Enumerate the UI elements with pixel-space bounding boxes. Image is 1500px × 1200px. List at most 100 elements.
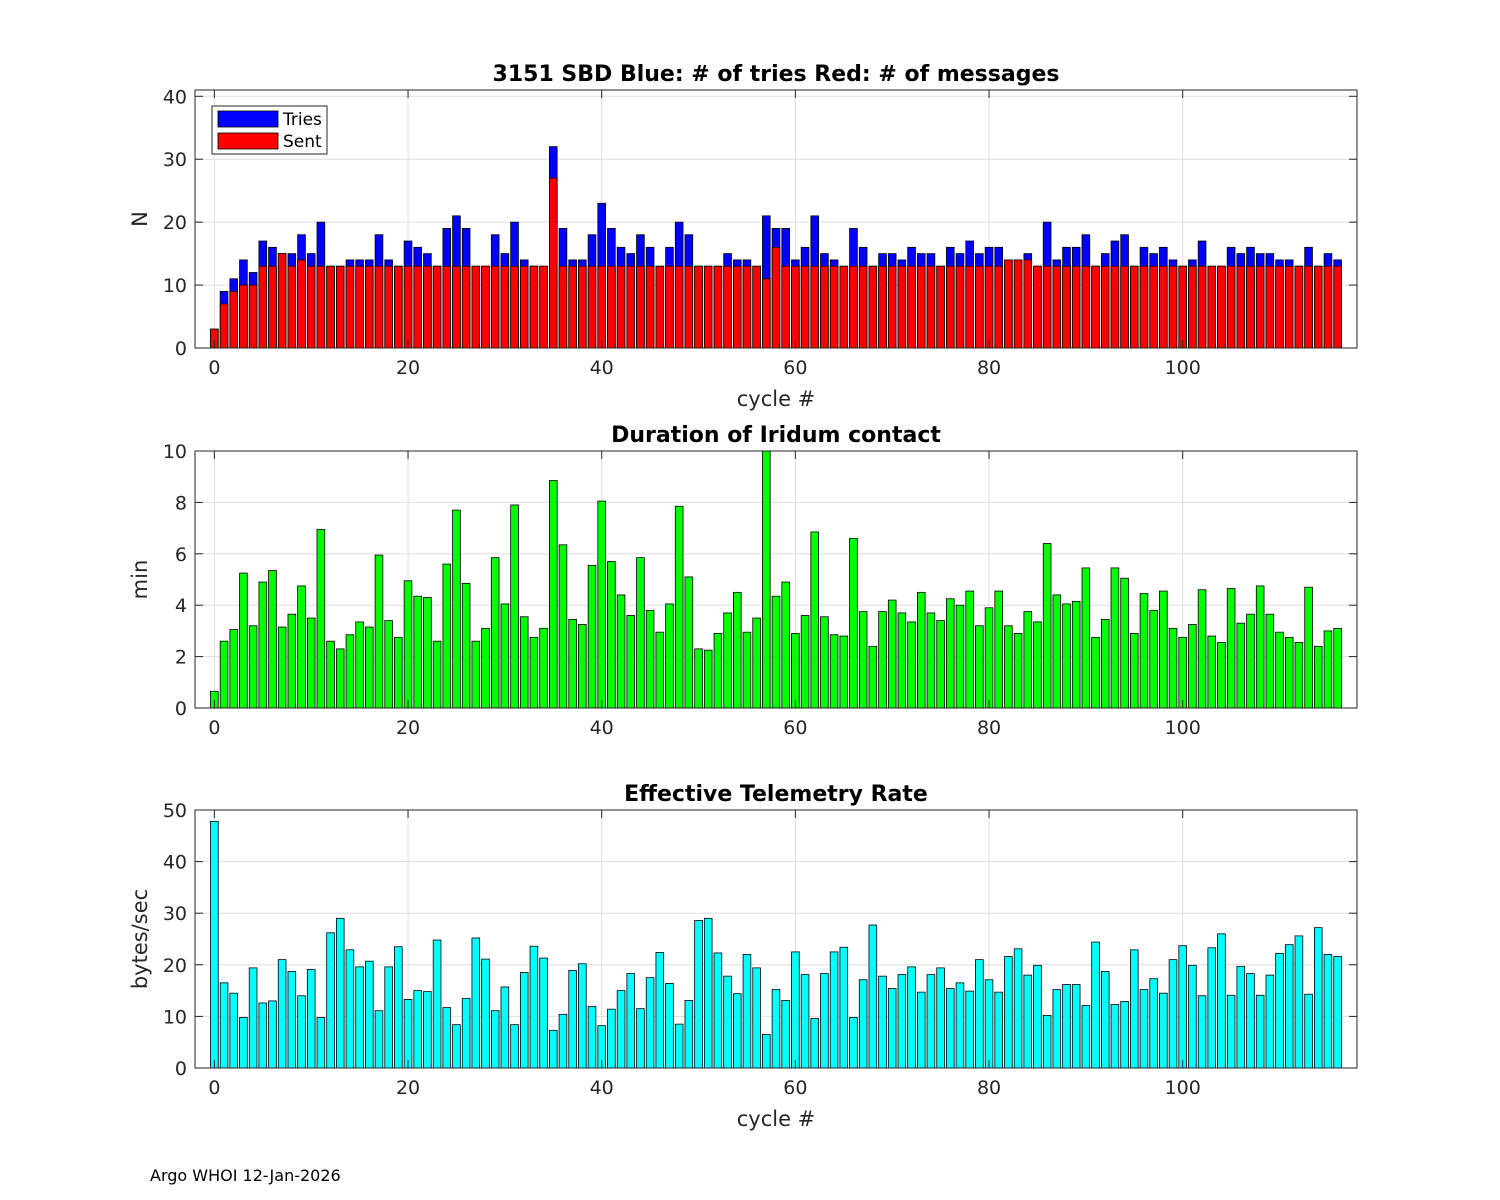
panel2-value-bar [345,634,355,709]
panel3-value-bar [1013,948,1023,1069]
panel2-value-bar [1284,636,1294,709]
panel2-y-tick-label: 10 [163,441,187,463]
panel3-value-bar [432,939,442,1069]
panel3-value-bar [1207,947,1217,1069]
panel3-value-bar [1004,956,1013,1069]
panel1-sent-bar [423,265,432,349]
panel1-sent-bar [297,259,306,349]
panel2-value-bar [558,544,568,709]
panel3-value-bar [1246,973,1255,1069]
panel2-value-bar [1033,621,1042,709]
panel1-sent-bar [1236,265,1246,349]
panel1-sent-bar [1188,265,1197,349]
panel3-value-bar [723,975,732,1069]
panel1-sent-bar [219,303,229,349]
panel1-sent-bar [268,265,277,349]
panel2-value-bar [1013,633,1023,709]
panel3-value-bar [578,963,587,1069]
panel2-title: Duration of Iridum contact [611,423,941,448]
panel2-y-tick-label: 6 [175,544,187,566]
panel1-sent-bar [926,265,936,349]
panel2-value-bar [1149,609,1158,709]
panel3-value-bar [975,959,984,1069]
panel3-value-bar [549,1029,558,1069]
panel1-sent-bar [984,265,994,349]
panel2-value-bar [587,564,597,709]
panel3-value-bar [694,920,703,1069]
panel2-x-tick-label: 20 [396,717,420,739]
panel3-value-bar [374,1010,384,1069]
panel2-value-bar [1246,613,1255,709]
panel3-value-bar [946,988,955,1069]
panel1-sent-bar [1226,265,1236,349]
panel3-value-bar [684,1000,694,1069]
panel2-value-bar [1323,630,1333,709]
panel1-sent-bar [287,265,297,349]
panel2-value-bar [742,631,752,709]
panel3-value-bar [1139,989,1149,1069]
panel2-value-bar [355,621,364,709]
panel1-sent-bar [403,265,413,349]
panel2-value-bar [568,618,577,709]
panel1-sent-bar [1255,265,1265,349]
panel2-value-bar [762,450,771,709]
panel3-value-bar [965,990,974,1069]
panel1-sent-bar [471,265,481,349]
panel1-sent-bar [384,265,393,349]
panel2-value-bar [965,590,974,709]
panel3-value-bar [616,990,626,1069]
panel2-value-bar [975,625,984,709]
panel3-value-bar [452,1024,461,1069]
panel1-y-tick-label: 20 [163,212,187,234]
panel3-value-bar [558,1013,568,1069]
panel2-value-bar [655,631,665,709]
panel1-sent-bar [674,265,684,349]
panel1-x-tick-label: 20 [396,357,420,379]
panel3-value-bar [1313,927,1323,1069]
panel1-sent-bar [1052,265,1062,349]
panel1-sent-bar [1110,265,1120,349]
panel3-value-bar [1284,944,1294,1069]
panel1-sent-bar [849,265,858,349]
panel3-value-bar [926,974,936,1069]
panel1-sent-bar [781,265,790,349]
panel3-value-bar [345,949,355,1069]
panel2-value-bar [800,615,810,709]
panel2-value-bar [335,648,345,709]
panel2-value-bar [732,591,742,709]
panel3-value-bar [762,1034,771,1069]
panel1-sent-bar [752,265,761,349]
panel3-value-bar [210,820,219,1069]
panel1-sent-bar [665,265,674,349]
panel1-y-tick-label: 0 [175,338,187,360]
panel2-value-bar [955,604,965,709]
panel1-sent-bar [1265,265,1275,349]
panel2-value-bar [636,557,645,709]
panel2-value-bar [878,611,887,709]
panel2-value-bar [229,629,239,709]
panel1-sent-bar [316,265,326,349]
panel2-value-bar [820,616,829,709]
panel1-sent-bar [1033,265,1042,349]
panel3-value-bar [1294,935,1304,1069]
panel3-value-bar [442,1007,452,1069]
panel3-value-bar [297,995,306,1069]
panel3-value-bar [1091,941,1100,1069]
panel3-value-bar [384,966,393,1069]
panel3-axes-box [194,809,1358,1069]
panel3-value-bar [490,1010,500,1069]
panel3-value-bar [810,1018,820,1069]
panel3-value-bar [510,1024,519,1069]
panel1-title: 3151 SBD Blue: # of tries Red: # of mess… [493,62,1060,87]
panel2-value-bar [849,537,858,709]
panel3-y-tick-label: 20 [163,955,187,977]
panel2-value-bar [984,607,994,709]
panel2-value-bar [519,616,529,709]
panel1-x-tick-label: 40 [590,357,614,379]
panel1-sent-bar [1246,265,1255,349]
panel1-sent-bar [461,265,471,349]
panel1-sent-bar [277,253,287,349]
panel3-value-bar [1130,949,1139,1069]
panel3-value-bar [326,932,335,1069]
panel3-value-bar [732,993,742,1069]
